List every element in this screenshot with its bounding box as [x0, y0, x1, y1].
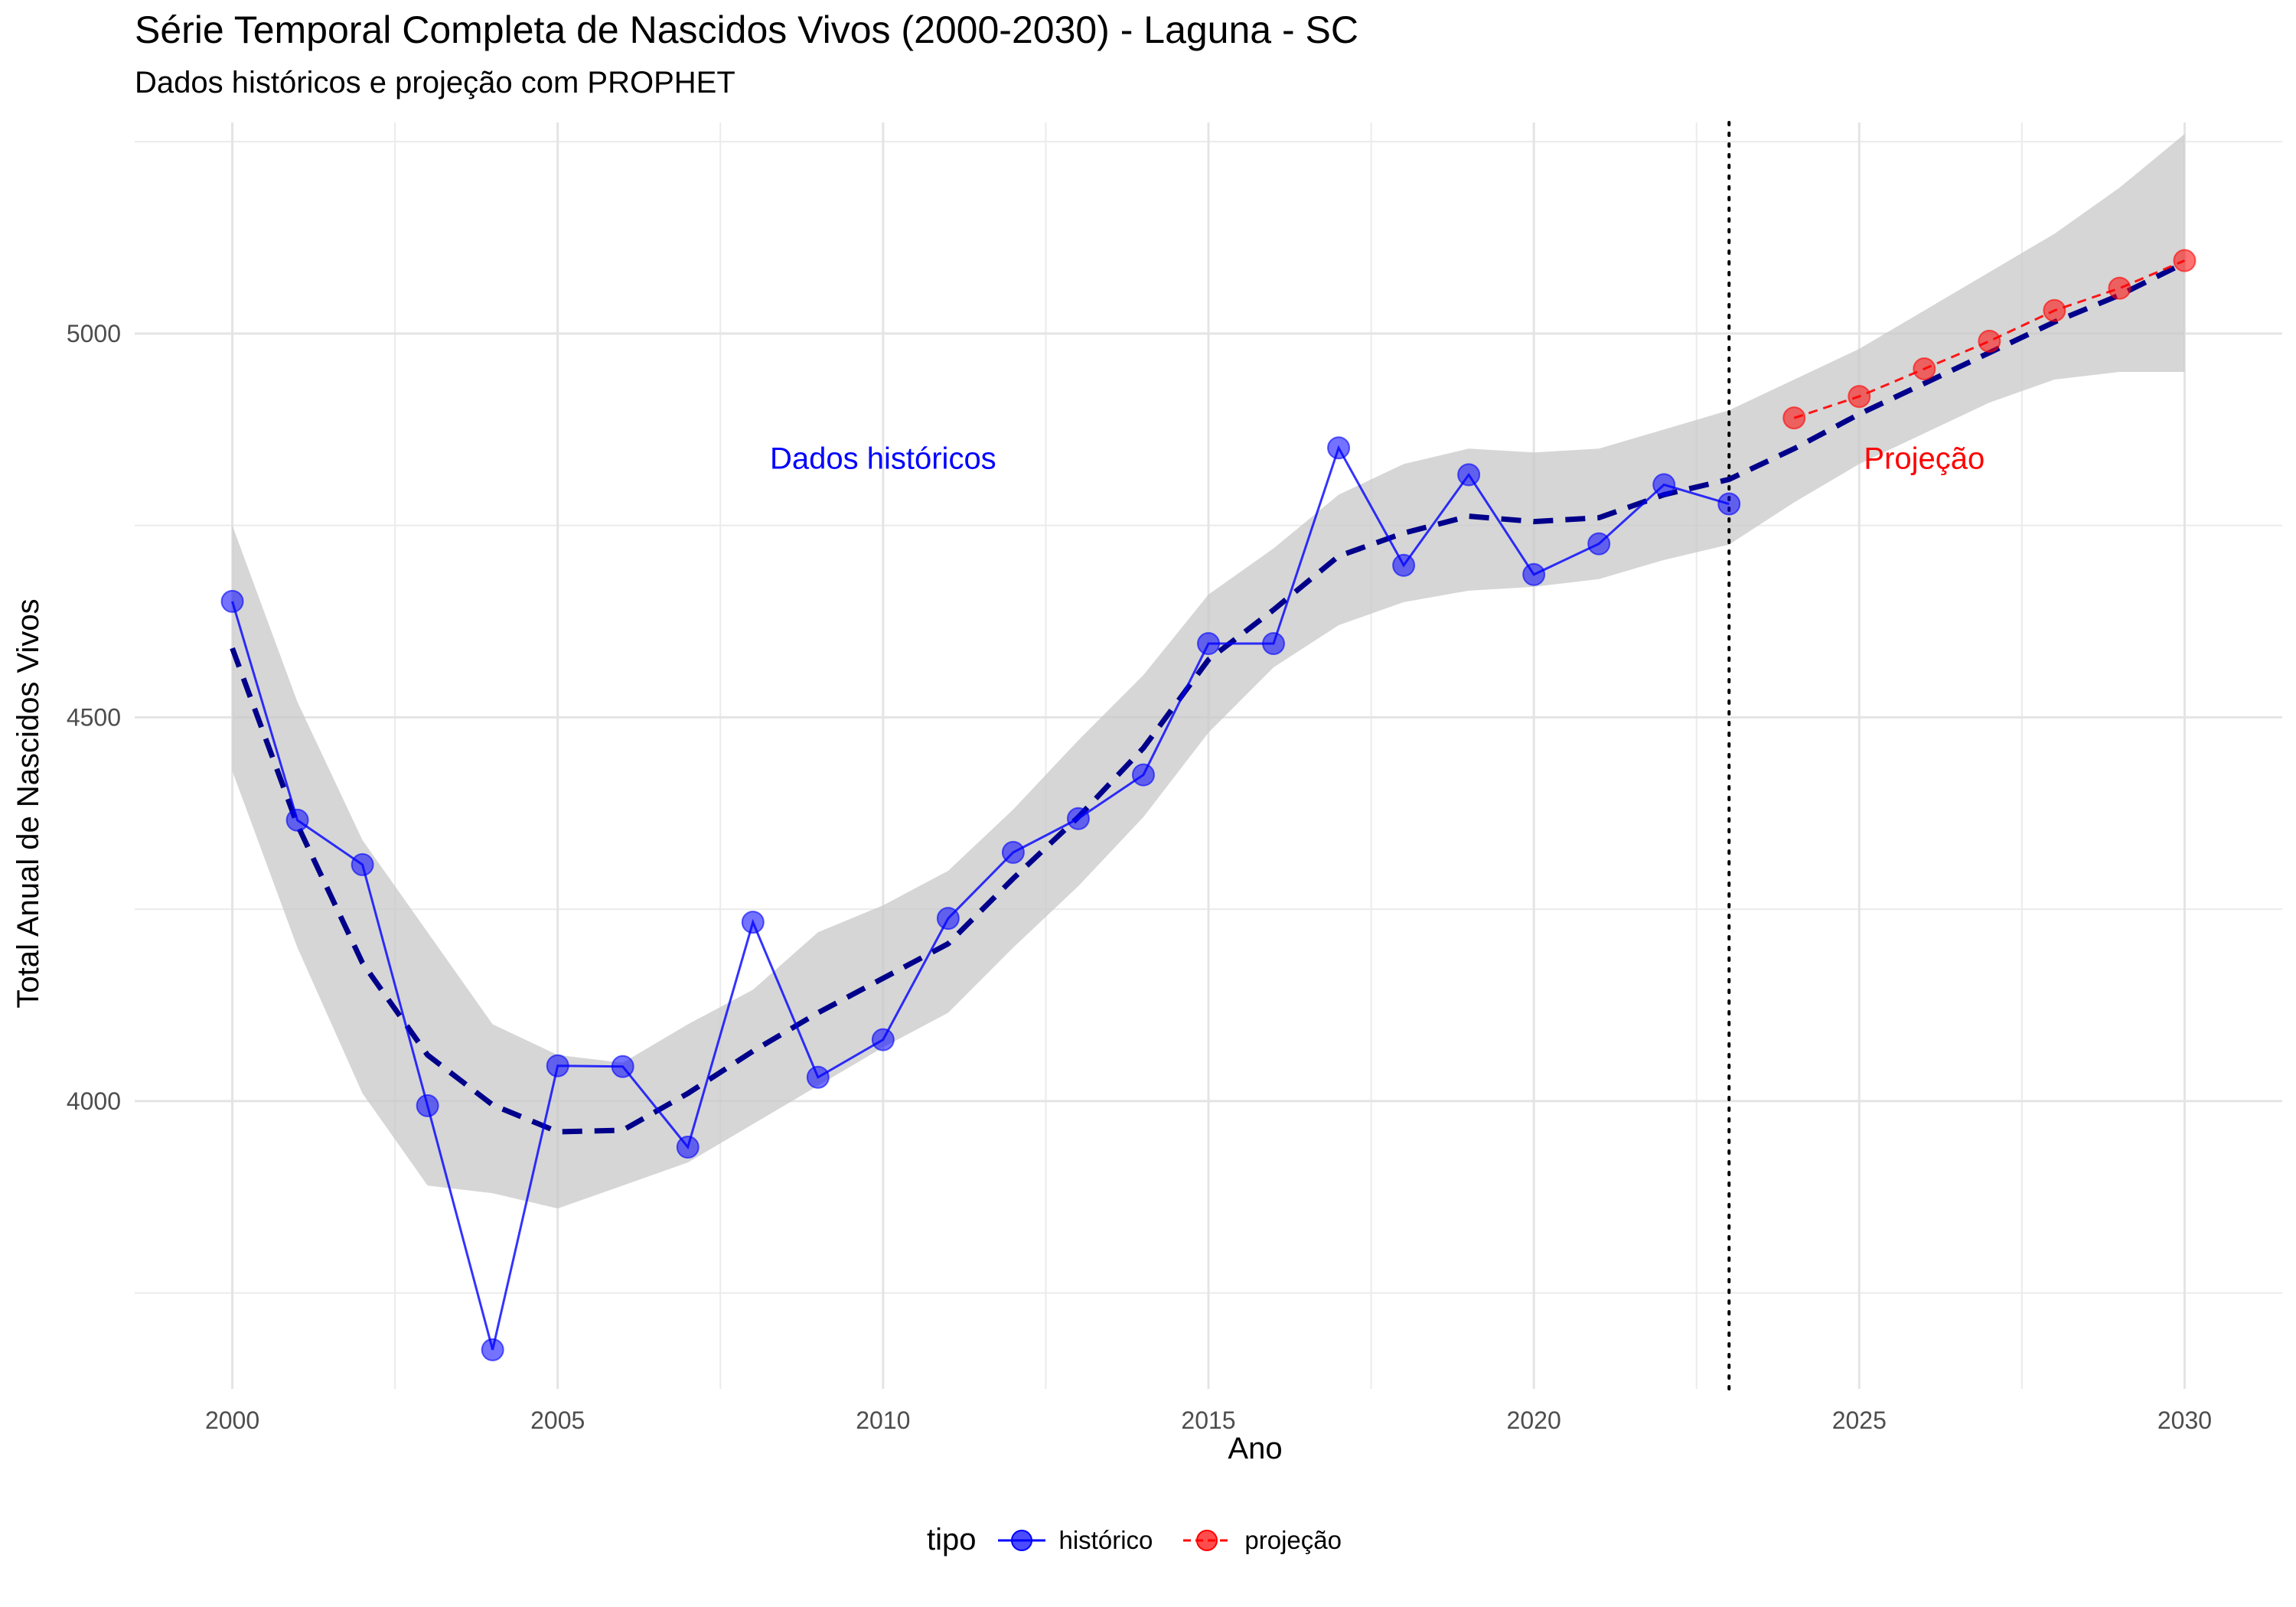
data-point-historico — [806, 1065, 830, 1089]
legend-label-projecao: projeção — [1244, 1525, 1342, 1554]
data-point-historico — [1131, 763, 1155, 787]
x-tick-label: 2020 — [1507, 1407, 1561, 1434]
series-line-historico — [231, 445, 1730, 1351]
legend-key-historico — [997, 1529, 1045, 1551]
data-point-historico — [871, 1028, 895, 1051]
data-point-historico — [1392, 553, 1416, 577]
y-tick-label: 4000 — [67, 1087, 121, 1115]
data-point-historico — [481, 1338, 504, 1361]
annotation-label: Dados históricos — [770, 442, 996, 475]
data-point-historico — [1717, 492, 1741, 516]
legend-label-historico: histórico — [1058, 1525, 1153, 1554]
data-point-historico — [351, 852, 374, 876]
x-tick-label: 2000 — [205, 1407, 259, 1434]
data-point-historico — [1652, 473, 1676, 497]
legend-title: tipo — [927, 1523, 977, 1556]
data-point-historico — [676, 1136, 700, 1159]
legend-item-projecao: projeção — [1180, 1525, 1342, 1556]
data-point-projecao — [1978, 329, 2001, 353]
data-point-historico — [741, 911, 765, 934]
data-point-historico — [1587, 532, 1611, 556]
data-point-historico — [1001, 840, 1025, 864]
data-point-historico — [546, 1054, 569, 1077]
x-tick-label: 2010 — [856, 1407, 910, 1434]
data-point-projecao — [2173, 249, 2197, 272]
y-tick-label: 5000 — [67, 320, 121, 347]
data-point-projecao — [2043, 298, 2066, 322]
data-point-historico — [611, 1054, 634, 1078]
legend: tipo histórico projeção — [0, 1523, 2296, 1557]
x-tick-label: 2005 — [530, 1407, 585, 1434]
data-point-historico — [416, 1094, 439, 1117]
chart-title: Série Temporal Completa de Nascidos Vivo… — [135, 8, 1358, 51]
data-point-historico — [1262, 632, 1286, 656]
data-point-historico — [1522, 562, 1546, 586]
data-point-historico — [1457, 463, 1481, 487]
x-axis-title: Ano — [1228, 1432, 1282, 1465]
data-point-projecao — [1782, 406, 1806, 430]
chart-subtitle: Dados históricos e projeção com PROPHET — [135, 66, 735, 99]
y-axis-title: Total Anual de Nascidos Vivos — [11, 598, 45, 1008]
data-point-historico — [1327, 436, 1351, 460]
data-point-projecao — [2108, 276, 2131, 300]
data-point-historico — [285, 808, 309, 832]
legend-item-historico: histórico — [995, 1525, 1153, 1556]
data-point-projecao — [1913, 357, 1936, 380]
y-tick-label: 4500 — [67, 703, 121, 731]
data-point-historico — [936, 907, 960, 931]
legend-key-projecao — [1183, 1529, 1231, 1551]
data-point-historico — [1066, 807, 1090, 830]
trend-line — [230, 260, 2187, 1135]
data-point-historico — [1197, 632, 1220, 656]
confidence-band — [232, 134, 2185, 1209]
x-tick-label: 2025 — [1832, 1407, 1887, 1434]
annotation-label: Projeção — [1864, 442, 1985, 475]
data-point-historico — [220, 589, 244, 613]
x-tick-label: 2030 — [2157, 1407, 2212, 1434]
data-point-projecao — [1848, 385, 1871, 409]
x-tick-label: 2015 — [1181, 1407, 1235, 1434]
